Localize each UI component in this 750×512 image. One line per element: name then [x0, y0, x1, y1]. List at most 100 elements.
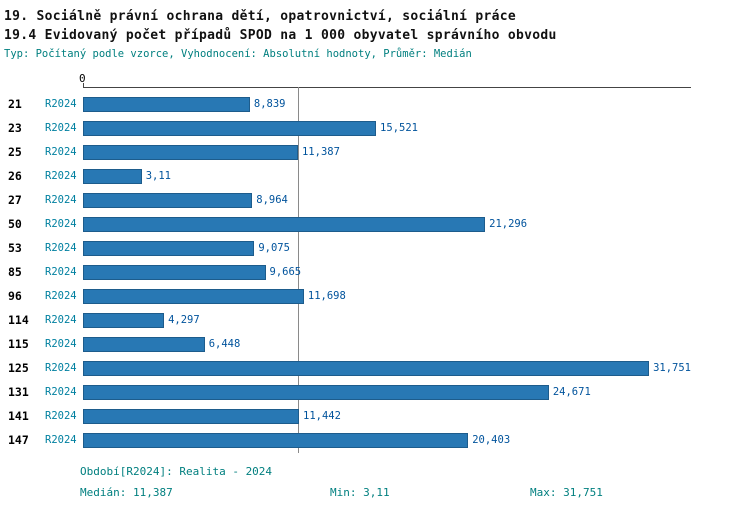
chart-rows: 21 R2024 8,839 23 R2024 15,521 25 R2024 11,387 26… [0, 87, 750, 452]
chart-row: 23 R2024 15,521 [0, 116, 750, 140]
bar-value-label: 8,839 [253, 98, 286, 110]
bar-track: 20,403 [83, 432, 691, 448]
bar-track: 11,387 [83, 144, 691, 160]
row-category-label: 96 [8, 289, 22, 303]
bar-track: 11,442 [83, 408, 691, 424]
bar-track: 6,448 [83, 336, 691, 352]
row-series-label: R2024 [45, 290, 77, 302]
row-series-label: R2024 [45, 410, 77, 422]
median-stat: Medián: 11,387 [80, 486, 173, 499]
value-bar[interactable] [83, 240, 255, 256]
chart-row: 50 R2024 21,296 [0, 212, 750, 236]
bar-value-label: 11,698 [307, 290, 346, 302]
bar-track: 9,075 [83, 240, 691, 256]
bar-track: 8,964 [83, 192, 691, 208]
value-bar[interactable] [83, 216, 486, 232]
bar-value-label: 9,665 [269, 266, 302, 278]
bar-track: 31,751 [83, 360, 691, 376]
row-category-label: 50 [8, 217, 22, 231]
row-series-label: R2024 [45, 434, 77, 446]
bar-track: 21,296 [83, 216, 691, 232]
value-bar[interactable] [83, 384, 549, 400]
row-category-label: 53 [8, 241, 22, 255]
value-bar[interactable] [83, 408, 300, 424]
chart-row: 27 R2024 8,964 [0, 188, 750, 212]
chart-row: 85 R2024 9,665 [0, 260, 750, 284]
row-series-label: R2024 [45, 242, 77, 254]
chart-row: 114 R2024 4,297 [0, 308, 750, 332]
summary-stats: Medián: 11,387 Min: 3,11 Max: 31,751 [80, 486, 750, 499]
value-bar[interactable] [83, 144, 298, 160]
row-series-label: R2024 [45, 338, 77, 350]
value-bar[interactable] [83, 336, 205, 352]
row-series-label: R2024 [45, 170, 77, 182]
row-category-label: 25 [8, 145, 22, 159]
bar-track: 15,521 [83, 120, 691, 136]
bar-value-label: 6,448 [208, 338, 241, 350]
row-series-label: R2024 [45, 314, 77, 326]
chart-row: 147 R2024 20,403 [0, 428, 750, 452]
row-category-label: 26 [8, 169, 22, 183]
row-series-label: R2024 [45, 146, 77, 158]
row-category-label: 115 [8, 337, 29, 351]
value-bar[interactable] [83, 96, 250, 112]
indicator-title: 19.4 Evidovaný počet případů SPOD na 1 0… [4, 28, 557, 43]
bar-value-label: 15,521 [380, 122, 418, 134]
row-series-label: R2024 [45, 386, 77, 398]
bar-track: 24,671 [83, 384, 691, 400]
median-line [297, 87, 299, 453]
chart-row: 26 R2024 3,11 [0, 164, 750, 188]
chart-row: 125 R2024 31,751 [0, 356, 750, 380]
bar-value-label: 21,296 [489, 218, 528, 230]
row-series-label: R2024 [45, 266, 77, 278]
min-stat: Min: 3,11 [330, 486, 390, 499]
value-bar[interactable] [83, 288, 304, 304]
row-category-label: 23 [8, 121, 22, 135]
bar-value-label: 3,11 [145, 170, 172, 182]
bar-track: 9,665 [83, 264, 691, 280]
axis-tick [83, 83, 84, 87]
row-series-label: R2024 [45, 362, 77, 374]
row-series-label: R2024 [45, 194, 77, 206]
top-axis-line [83, 87, 691, 88]
bar-value-label: 20,403 [472, 434, 511, 446]
row-category-label: 141 [8, 409, 29, 423]
chart-row: 53 R2024 9,075 [0, 236, 750, 260]
chart-row: 115 R2024 6,448 [0, 332, 750, 356]
bar-chart: 0 21 R2024 8,839 23 R2024 15,521 25 R2024 11,387… [0, 72, 750, 453]
report-subtitle: Typ: Počítaný podle vzorce, Vyhodnocení:… [4, 48, 472, 60]
chart-row: 21 R2024 8,839 [0, 92, 750, 116]
axis-zero-label: 0 [79, 72, 86, 85]
row-series-label: R2024 [45, 98, 77, 110]
value-bar[interactable] [83, 264, 266, 280]
report-header: 19. Sociálně právní ochrana dětí, opatro… [0, 0, 750, 60]
value-bar[interactable] [83, 168, 142, 184]
value-bar[interactable] [83, 360, 650, 376]
value-bar[interactable] [83, 192, 253, 208]
row-category-label: 85 [8, 265, 22, 279]
bar-track: 11,698 [83, 288, 691, 304]
bar-track: 8,839 [83, 96, 691, 112]
row-category-label: 21 [8, 97, 22, 111]
value-bar[interactable] [83, 432, 469, 448]
chart-row: 141 R2024 11,442 [0, 404, 750, 428]
bar-value-label: 4,297 [168, 314, 200, 326]
row-category-label: 27 [8, 193, 22, 207]
max-stat: Max: 31,751 [530, 486, 603, 499]
row-category-label: 114 [8, 313, 29, 327]
row-category-label: 147 [8, 433, 29, 447]
chart-row: 131 R2024 24,671 [0, 380, 750, 404]
bar-value-label: 31,751 [653, 362, 691, 374]
bar-track: 3,11 [83, 168, 691, 184]
report-page: 19. Sociálně právní ochrana dětí, opatro… [0, 0, 750, 499]
bar-value-label: 24,671 [552, 386, 591, 398]
row-category-label: 131 [8, 385, 29, 399]
chart-row: 96 R2024 11,698 [0, 284, 750, 308]
value-bar[interactable] [83, 120, 377, 136]
value-bar[interactable] [83, 312, 165, 328]
bar-value-label: 11,442 [303, 410, 341, 422]
report-title: 19. Sociálně právní ochrana dětí, opatro… [4, 9, 516, 24]
bar-track: 4,297 [83, 312, 691, 328]
row-series-label: R2024 [45, 218, 77, 230]
period-label: Období[R2024]: Realita - 2024 [80, 465, 273, 478]
